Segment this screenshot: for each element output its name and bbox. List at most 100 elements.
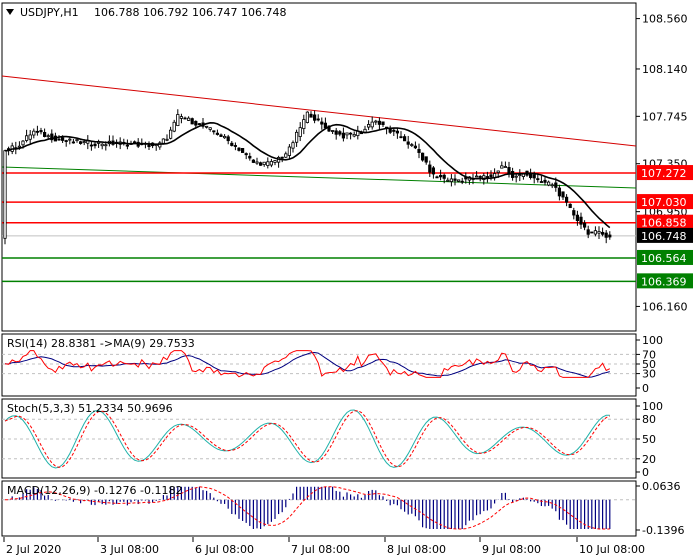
price-tick-label: 108.560 — [642, 13, 688, 26]
candle-body — [237, 147, 241, 151]
candle-body — [226, 136, 230, 142]
candle-body — [24, 135, 29, 141]
rsi-line — [4, 350, 611, 378]
candle-body — [579, 216, 583, 225]
candle-body — [521, 173, 526, 177]
rsi-title: RSI(14) 28.8381 ->MA(9) 29.7533 — [7, 337, 195, 350]
level-tag-107.030 — [637, 194, 693, 210]
candle-body — [583, 222, 587, 228]
current-price-tag — [637, 227, 693, 243]
time-tick-label: 2 Jul 2020 — [6, 543, 61, 556]
moving-average-line — [4, 121, 611, 229]
rsi-tick-label: 70 — [642, 348, 656, 361]
price-tick-label: 106.160 — [642, 300, 688, 313]
price-panel[interactable]: USDJPY,H1 106.788 106.792 106.747 106.74… — [1, 2, 693, 332]
level-tag-label: 106.369 — [641, 275, 687, 288]
macd-title: MACD(12,26,9) -0.1276 -0.1182 — [7, 484, 182, 497]
candle-body — [183, 117, 187, 120]
candle-body — [125, 144, 129, 147]
candle-body — [186, 117, 191, 121]
macd-panel-frame — [1, 480, 637, 537]
candle-body — [266, 161, 270, 166]
rsi-panel[interactable]: RSI(14) 28.8381 ->MA(9) 29.7533 10070503… — [1, 333, 663, 397]
symbol-title: USDJPY,H1 — [20, 6, 79, 19]
candle-body — [190, 118, 194, 125]
candle-body — [312, 114, 317, 121]
time-tick-label: 6 Jul 08:00 — [195, 543, 254, 556]
candle-body — [435, 176, 439, 179]
trendlines[interactable] — [1, 75, 637, 189]
candle-body — [258, 162, 263, 166]
level-tag-label: 106.564 — [641, 252, 687, 265]
macd-histogram — [2, 486, 636, 530]
candle-body — [500, 165, 504, 169]
candle-body — [82, 141, 86, 143]
level-tag-label: 107.030 — [641, 196, 687, 209]
candle-body — [377, 120, 382, 125]
candle-body — [449, 178, 454, 182]
stochastic-tick-label: 80 — [642, 413, 656, 426]
collapse-triangle-icon[interactable] — [6, 9, 14, 15]
candle-body — [460, 180, 464, 183]
candle-body — [305, 111, 310, 123]
candle-body — [262, 161, 266, 165]
candle-body — [341, 132, 346, 139]
candle-body — [348, 132, 353, 135]
candle-body — [284, 153, 288, 158]
candle-body — [50, 133, 54, 141]
candle-body — [302, 119, 306, 129]
candle-body — [597, 231, 601, 234]
level-tag-106.564 — [637, 249, 693, 265]
candle-body — [75, 139, 79, 141]
rsi-ma-line — [4, 351, 610, 378]
candle-body — [431, 167, 436, 175]
time-tick-label: 9 Jul 08:00 — [482, 543, 541, 556]
lower-trendline[interactable] — [1, 166, 637, 189]
time-tick-label: 8 Jul 08:00 — [387, 543, 446, 556]
candle-body — [168, 129, 173, 139]
candle-body — [255, 161, 259, 164]
candle-body — [352, 134, 356, 137]
rsi-tick-label: 30 — [642, 368, 656, 381]
stochastic-tick-label: 0 — [642, 466, 649, 479]
candle-body — [179, 116, 183, 119]
candle-body — [402, 136, 407, 142]
candle-body — [428, 164, 432, 173]
candle-body — [370, 121, 374, 128]
candle-body — [399, 136, 403, 139]
candle-body — [388, 128, 392, 133]
candle-body — [565, 196, 569, 203]
candle-body — [554, 182, 558, 188]
candle-body — [147, 144, 151, 148]
candle-body — [557, 187, 562, 197]
candle-body — [309, 113, 313, 118]
candle-body — [240, 148, 245, 153]
stochastic-tick-label: 50 — [642, 433, 656, 446]
stochastic-title: Stoch(5,3,3) 51.2334 50.9696 — [7, 402, 173, 415]
level-tag-label: 107.272 — [641, 167, 687, 180]
stochastic-tick-label: 100 — [642, 400, 663, 413]
macd-panel[interactable]: MACD(12,26,9) -0.1276 -0.1182 0.0636 -0.1… — [1, 480, 684, 537]
candle-body — [93, 143, 97, 147]
candle-body — [410, 144, 414, 146]
candle-body — [316, 118, 320, 121]
candle-body — [482, 175, 486, 180]
candle-body — [395, 130, 400, 134]
candle-body — [287, 146, 292, 156]
candle-body — [57, 138, 61, 141]
macd-axis: 0.0636 -0.1396 — [636, 480, 684, 537]
candle-body — [417, 149, 421, 153]
upper-trendline[interactable] — [1, 75, 637, 147]
candle-body — [413, 145, 418, 149]
candle-body — [593, 230, 598, 235]
candle-body — [456, 179, 461, 182]
rsi-panel-frame — [1, 333, 637, 397]
level-tag-107.272 — [637, 165, 693, 181]
stochastic-main-line — [4, 409, 610, 469]
stochastic-signal-line — [4, 410, 611, 468]
